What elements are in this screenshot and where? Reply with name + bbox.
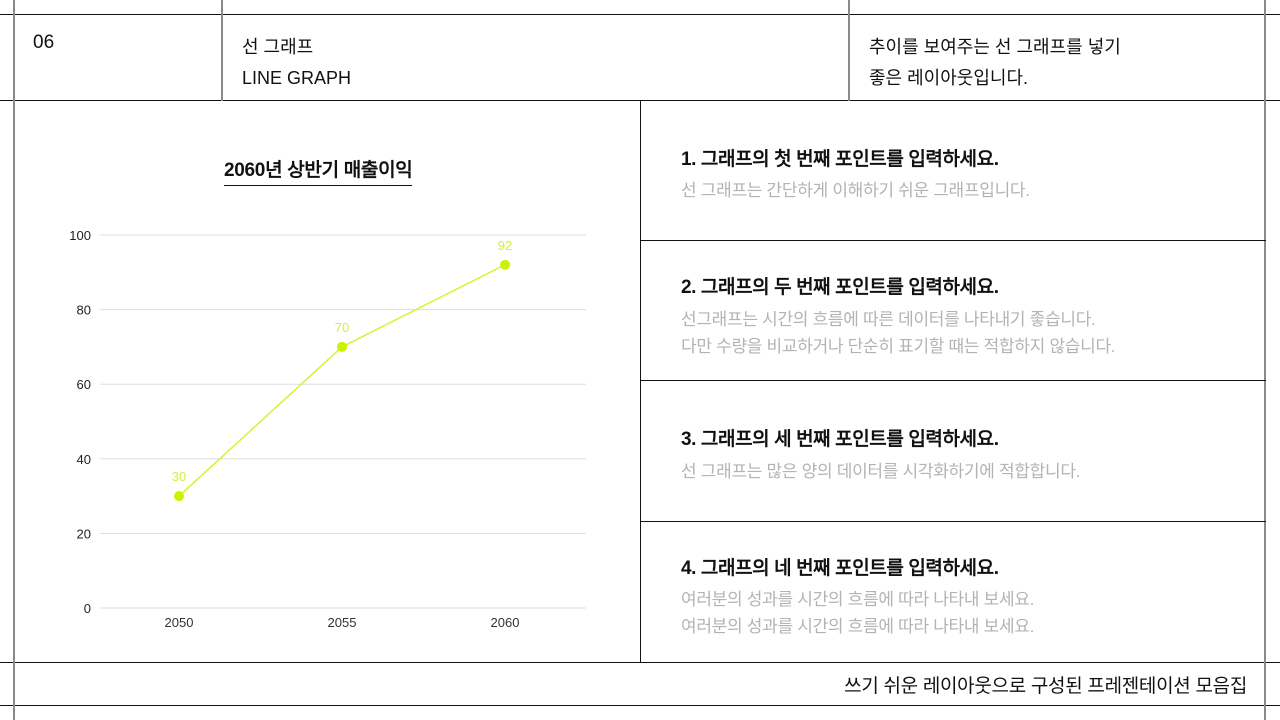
- slide-description-line-1: 추이를 보여주는 선 그래프를 넣기: [869, 37, 1121, 57]
- header-divider-2: [848, 0, 850, 101]
- data-label: 70: [335, 320, 349, 335]
- point-description-line: 다만 수량을 비교하거나 단순히 표기할 때는 적합하지 않습니다.: [681, 337, 1116, 356]
- y-tick-label: 40: [77, 452, 91, 467]
- footer-caption: 쓰기 쉬운 레이아웃으로 구성된 프레젠테이션 모음집: [844, 676, 1247, 697]
- data-label: 30: [172, 469, 186, 484]
- data-point-marker: [337, 341, 347, 352]
- y-tick-label: 80: [77, 303, 91, 318]
- point-title: 1. 그래프의 첫 번째 포인트를 입력하세요.: [681, 149, 999, 170]
- slide-title: 선 그래프 LINE GRAPH: [242, 32, 351, 94]
- point-description-line: 여러분의 성과를 시간의 흐름에 따라 나타내 보세요.: [681, 617, 1035, 636]
- point-title: 4. 그래프의 네 번째 포인트를 입력하세요.: [681, 558, 999, 579]
- frame-line-right: [1264, 0, 1266, 720]
- point-description-line: 선 그래프는 간단하게 이해하기 쉬운 그래프입니다.: [681, 181, 1030, 200]
- slide-title-en: LINE GRAPH: [242, 68, 352, 88]
- point-title: 3. 그래프의 세 번째 포인트를 입력하세요.: [681, 429, 999, 450]
- x-tick-label: 2055: [328, 615, 357, 630]
- point-title: 2. 그래프의 두 번째 포인트를 입력하세요.: [681, 277, 999, 298]
- point-card-4: 4. 그래프의 네 번째 포인트를 입력하세요. 여러분의 성과를 시간의 흐름…: [641, 522, 1266, 662]
- slide-number: 06: [33, 32, 55, 53]
- data-label: 92: [498, 238, 512, 253]
- point-description: 선그래프는 시간의 흐름에 따른 데이터를 나타내기 좋습니다. 다만 수량을 …: [681, 306, 1116, 360]
- point-card-1: 1. 그래프의 첫 번째 포인트를 입력하세요. 선 그래프는 간단하게 이해하…: [641, 100, 1266, 241]
- frame-line-left: [13, 0, 15, 720]
- data-point-marker: [174, 491, 184, 502]
- point-description: 선 그래프는 많은 양의 데이터를 시각화하기에 적합합니다.: [681, 458, 1080, 485]
- y-tick-label: 60: [77, 377, 91, 392]
- data-point-marker: [500, 259, 510, 270]
- point-description-line: 여러분의 성과를 시간의 흐름에 따라 나타내 보세요.: [681, 590, 1035, 609]
- line-chart: 0 20 40 60 80 100 2050 2055 2060 30 70 92: [69, 228, 586, 630]
- x-tick-label: 2060: [491, 615, 520, 630]
- slide-title-ko: 선 그래프: [242, 37, 314, 57]
- point-card-3: 3. 그래프의 세 번째 포인트를 입력하세요. 선 그래프는 많은 양의 데이…: [641, 381, 1266, 522]
- point-description-line: 선 그래프는 많은 양의 데이터를 시각화하기에 적합합니다.: [681, 462, 1081, 481]
- frame-line-top: [0, 14, 1280, 15]
- header-divider-1: [221, 0, 223, 101]
- x-tick-label: 2050: [165, 615, 194, 630]
- point-description: 여러분의 성과를 시간의 흐름에 따라 나타내 보세요. 여러분의 성과를 시간…: [681, 586, 1034, 640]
- y-tick-label: 100: [69, 228, 91, 243]
- data-line: [178, 264, 506, 497]
- slide-description: 추이를 보여주는 선 그래프를 넣기 좋은 레이아웃입니다.: [869, 32, 1121, 94]
- chart-title: 2060년 상반기 매출이익: [224, 155, 413, 186]
- point-description: 선 그래프는 간단하게 이해하기 쉬운 그래프입니다.: [681, 177, 1030, 204]
- frame-line-footer-bottom: [0, 705, 1280, 706]
- y-tick-label: 0: [84, 601, 91, 616]
- y-tick-label: 20: [77, 526, 91, 541]
- frame-line-footer-top: [0, 662, 1280, 663]
- slide-description-line-2: 좋은 레이아웃입니다.: [869, 68, 1029, 88]
- point-description-line: 선그래프는 시간의 흐름에 따른 데이터를 나타내기 좋습니다.: [681, 310, 1096, 329]
- points-panel: 1. 그래프의 첫 번째 포인트를 입력하세요. 선 그래프는 간단하게 이해하…: [640, 100, 1266, 662]
- point-card-2: 2. 그래프의 두 번째 포인트를 입력하세요. 선그래프는 시간의 흐름에 따…: [641, 241, 1266, 381]
